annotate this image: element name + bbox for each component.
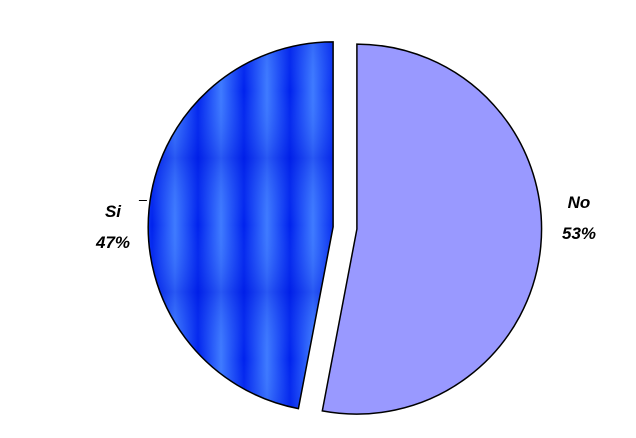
slice-percent-no: 53% bbox=[562, 224, 596, 243]
slice-label-no: No bbox=[568, 193, 591, 212]
slice-percent-si: 47% bbox=[95, 233, 130, 252]
pie-slice-no bbox=[321, 43, 543, 415]
pie-slice-si bbox=[147, 41, 334, 410]
slice-label-si: Si bbox=[105, 202, 122, 221]
